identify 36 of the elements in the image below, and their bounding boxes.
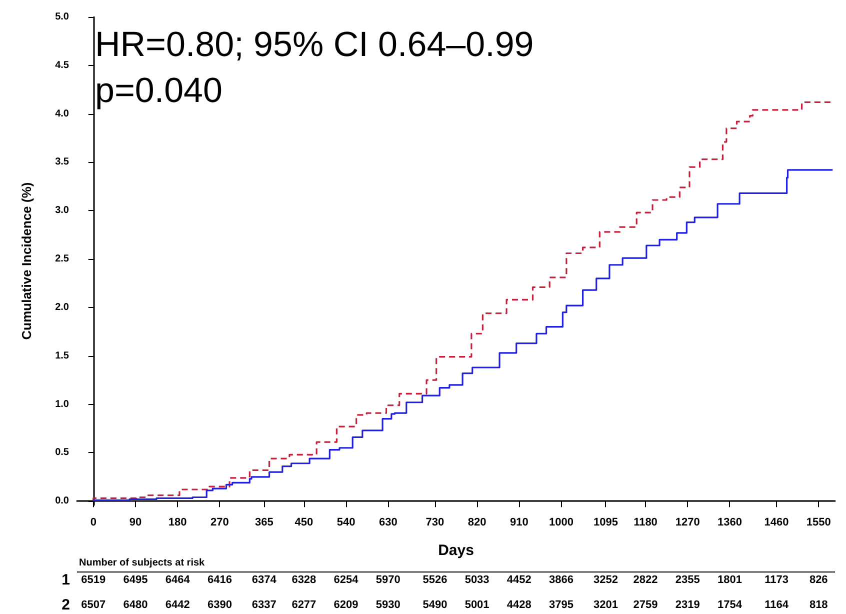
y-tick-label: 5.0 — [55, 12, 70, 22]
y-tick-label: 4.0 — [55, 108, 70, 120]
x-tick-label: 365 — [254, 516, 274, 528]
text: 1 6519 6495 6464 6416 6374 6328 6254 5970 5526 5033 4452 3866 3252 2822 2355 1801 1173 826 — [62, 572, 828, 588]
x-tick-label: 1000 — [549, 516, 574, 528]
y-tick-label: 4.5 — [55, 60, 70, 71]
x-tick-label: 910 — [510, 516, 528, 528]
x-tick-label: 1360 — [717, 516, 742, 528]
y-tick-label: 2.5 — [55, 254, 70, 265]
x-tick-label: 90 — [129, 516, 142, 528]
y-tick-label: 3.0 — [55, 205, 70, 216]
x-tick-label: 1180 — [634, 516, 658, 528]
x-tick-label: 0 — [90, 516, 96, 528]
x-tick-label: 540 — [336, 516, 356, 528]
x-tick-label: 1095 — [593, 516, 618, 528]
x-tick-label: 630 — [378, 516, 398, 528]
x-tick-label: 270 — [210, 516, 229, 528]
y-axis-title: Cumulative Incidence (%) — [19, 182, 34, 340]
annotation: p=0.040 — [95, 71, 222, 110]
y-tick-label: 3.5 — [55, 156, 70, 168]
x-tick-label: 1270 — [675, 516, 700, 528]
x-tick-label: 1550 — [806, 516, 831, 528]
text: Number of subjects at risk — [79, 558, 206, 568]
y-tick-label: 2.0 — [55, 302, 70, 313]
annotation: HR=0.80; 95% CI 0.64–0.99 — [95, 25, 534, 64]
y-tick-label: 1.5 — [55, 350, 70, 362]
y-tick-label: 0.5 — [55, 447, 70, 458]
y-tick-label: 1.0 — [55, 398, 70, 410]
x-tick-label: 450 — [294, 516, 314, 528]
x-tick-label: 180 — [168, 516, 187, 528]
x-tick-label: 730 — [426, 516, 444, 528]
text: 2 6507 6480 6442 6390 6337 6277 6209 5930 5490 5001 4428 3795 3201 2759 2319 1754 1164 818 — [62, 596, 828, 614]
x-tick-label: 820 — [468, 516, 486, 528]
x-axis-title: Days — [438, 542, 474, 559]
y-tick-label: 0.0 — [55, 496, 70, 507]
x-tick-label: 1460 — [764, 516, 789, 528]
